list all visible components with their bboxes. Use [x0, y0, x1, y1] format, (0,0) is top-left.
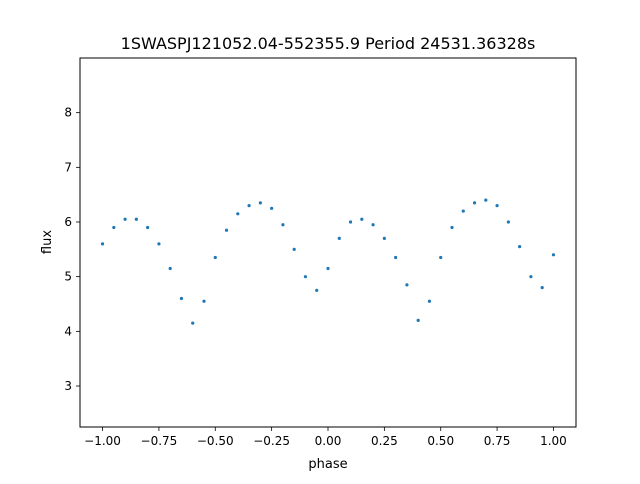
- data-point: [134, 217, 138, 221]
- x-tick-label: 0.75: [484, 434, 511, 448]
- data-point: [371, 223, 375, 227]
- data-point: [112, 225, 116, 230]
- data-point: [484, 198, 488, 202]
- data-points: [100, 198, 556, 325]
- y-tick-label: 7: [64, 160, 72, 174]
- data-point: [281, 223, 285, 227]
- data-point: [540, 286, 544, 290]
- data-point: [315, 288, 319, 292]
- data-point: [157, 242, 161, 246]
- data-point: [416, 318, 420, 322]
- data-point: [270, 206, 274, 210]
- data-point: [100, 242, 105, 246]
- data-point: [337, 236, 341, 240]
- x-tick-label: 1.00: [540, 434, 567, 448]
- data-point: [394, 255, 398, 260]
- data-point: [506, 220, 510, 224]
- data-point: [202, 299, 206, 303]
- data-point: [146, 225, 150, 230]
- x-tick-label: −1.00: [84, 434, 121, 448]
- data-point: [123, 217, 127, 221]
- data-point: [382, 236, 386, 240]
- y-tick-label: 8: [64, 106, 72, 120]
- data-point: [191, 321, 195, 325]
- data-point: [303, 275, 308, 279]
- data-point: [224, 228, 229, 232]
- data-point: [472, 201, 477, 205]
- x-axis-ticks: −1.00 −0.75 −0.50 −0.25 0.00 0.25 0.50 0.75 1.00: [84, 427, 567, 448]
- data-point: [247, 204, 251, 208]
- data-point: [427, 299, 432, 303]
- data-point: [258, 201, 262, 205]
- y-axis-ticks: 3 4 5 6 7 8: [64, 106, 80, 393]
- y-tick-label: 5: [64, 270, 72, 284]
- data-point: [292, 247, 296, 251]
- x-tick-label: −0.50: [197, 434, 234, 448]
- data-point: [405, 283, 409, 287]
- data-point: [360, 217, 364, 221]
- data-point: [529, 275, 533, 279]
- data-point: [348, 220, 353, 224]
- data-point: [236, 212, 240, 216]
- x-tick-label: −0.25: [253, 434, 290, 448]
- data-point: [439, 255, 443, 260]
- y-tick-label: 3: [64, 379, 72, 393]
- x-tick-label: −0.75: [141, 434, 178, 448]
- data-point: [179, 296, 184, 301]
- data-point: [450, 225, 454, 230]
- data-point: [326, 266, 330, 271]
- data-point: [551, 253, 556, 257]
- data-point: [213, 255, 217, 260]
- data-point: [518, 245, 522, 249]
- y-axis-label: flux: [40, 230, 55, 254]
- x-tick-label: 0.00: [315, 434, 342, 448]
- data-point: [495, 204, 499, 208]
- data-point: [168, 266, 172, 271]
- x-axis-label: phase: [308, 457, 347, 472]
- data-point: [461, 209, 465, 213]
- y-tick-label: 4: [64, 324, 72, 338]
- chart-title: 1SWASPJ121052.04-552355.9 Period 24531.3…: [121, 34, 536, 53]
- y-tick-label: 6: [64, 215, 72, 229]
- x-tick-label: 0.50: [427, 434, 454, 448]
- x-tick-label: 0.25: [371, 434, 398, 448]
